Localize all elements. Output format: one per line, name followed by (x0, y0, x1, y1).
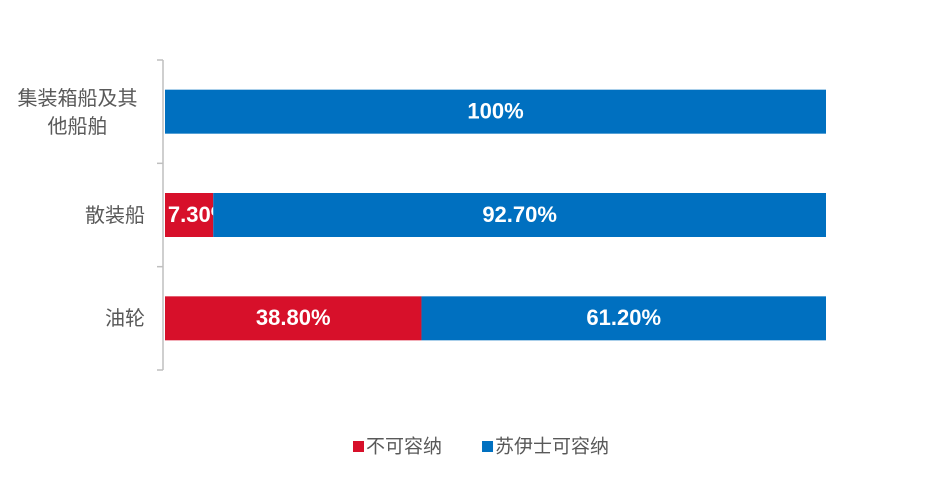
data-label: 92.70% (482, 202, 557, 227)
y-tick-label-text: 散装船 (85, 203, 145, 227)
bar-segment (421, 296, 826, 341)
y-tick-label: 散装船 (10, 201, 145, 229)
legend-label: 苏伊士可容纳 (495, 436, 609, 458)
data-label: 100% (467, 98, 523, 123)
bar-segment (165, 296, 422, 341)
y-tick-label-text: 集装箱船及其他船舶 (17, 85, 138, 138)
y-tick-label: 集装箱船及其他船舶 (10, 84, 145, 140)
legend-swatch (353, 441, 364, 452)
legend-swatch (482, 441, 494, 452)
bar-segment (165, 89, 826, 134)
y-tick-label-text: 油轮 (105, 306, 145, 331)
data-label: 38.80% (256, 305, 331, 330)
legend-label: 不可容纳 (366, 436, 442, 458)
y-tick-label: 油轮 (10, 304, 145, 332)
data-label: 61.20% (586, 305, 661, 330)
bar-segment (213, 193, 827, 237)
bar-segment (165, 193, 214, 237)
